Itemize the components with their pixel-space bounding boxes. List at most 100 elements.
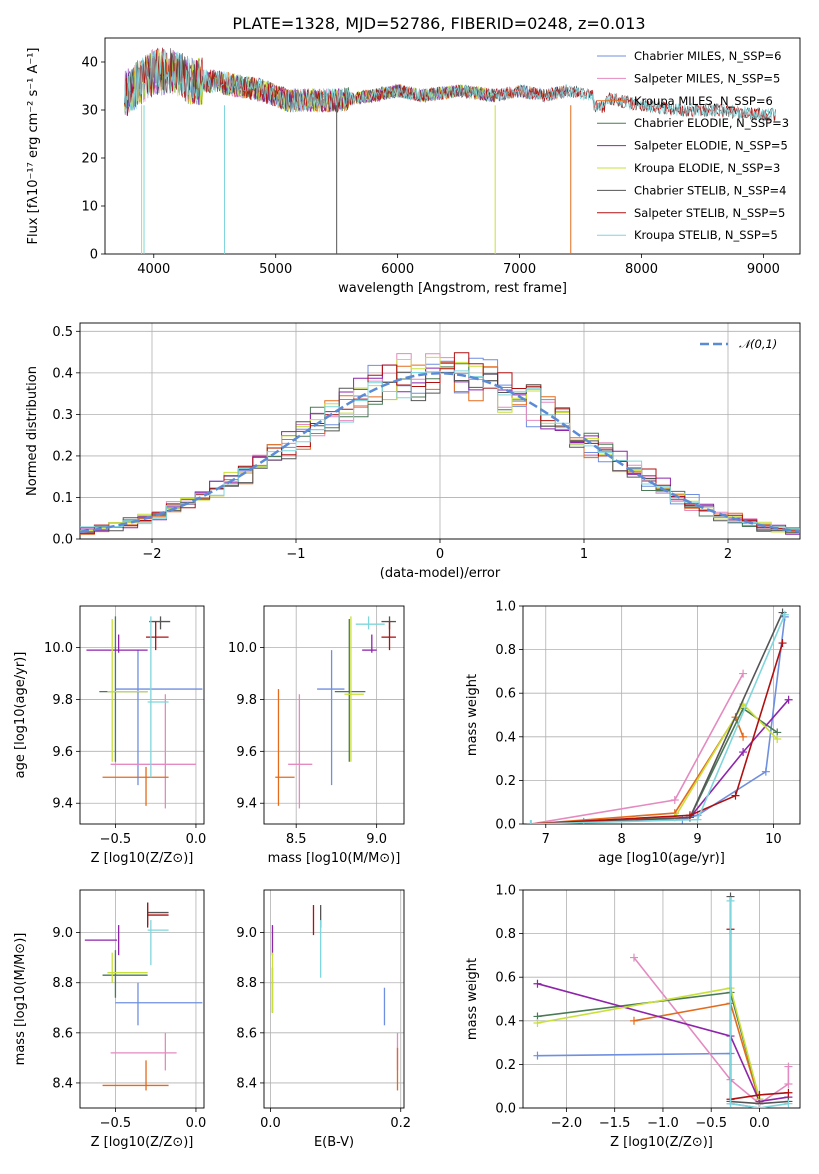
y-tick-label: 8.4 bbox=[236, 1076, 257, 1091]
spectrum-title: PLATE=1328, MJD=52786, FIBERID=0248, z=0… bbox=[232, 14, 645, 33]
ticks: −2.0 −1.5 −1.0 −0.5 0.0 0.0 0.2 0.4 0.6 0.8 1.0 bbox=[495, 884, 769, 1132]
x-tick-label: −0.5 bbox=[695, 1116, 727, 1131]
y-tick-label: 0.6 bbox=[495, 971, 516, 986]
weight-point bbox=[761, 767, 770, 776]
ticks: 0.0 0.2 8.4 8.6 8.8 9.0 bbox=[236, 926, 411, 1131]
x-tick-label: 0.2 bbox=[390, 1116, 411, 1131]
x-tick-label: 8 bbox=[618, 832, 626, 847]
x-tick-label: 8.5 bbox=[286, 832, 307, 847]
weight-line bbox=[537, 982, 789, 1103]
y-tick-label: 0.2 bbox=[495, 1058, 516, 1073]
x-tick-label: 5000 bbox=[259, 262, 292, 277]
y-tick-label: 10 bbox=[81, 200, 98, 215]
y-tick-label: 9.0 bbox=[52, 926, 73, 941]
x-tick-label: −1 bbox=[286, 547, 305, 562]
axes-frame bbox=[79, 322, 801, 540]
axes-frame bbox=[522, 605, 801, 825]
legend-label: Chabrier STELIB, N_SSP=4 bbox=[634, 183, 786, 197]
weight-line bbox=[537, 991, 761, 1100]
grid bbox=[523, 889, 800, 1109]
y-tick-label: 8.8 bbox=[236, 976, 257, 991]
y-tick-label: 9.8 bbox=[52, 693, 73, 708]
axes-frame bbox=[263, 889, 405, 1109]
weight-line bbox=[530, 702, 778, 824]
x-tick-label: 7 bbox=[542, 832, 550, 847]
x-tick-label: 9 bbox=[693, 832, 701, 847]
weight-point bbox=[773, 734, 782, 743]
legend-label: Salpeter ELODIE, N_SSP=5 bbox=[634, 139, 788, 153]
x-tick-label: 0.0 bbox=[260, 1116, 281, 1131]
x-tick-label: −0.5 bbox=[100, 832, 132, 847]
legend-label: Chabrier ELODIE, N_SSP=3 bbox=[634, 116, 789, 130]
spectra bbox=[124, 47, 776, 254]
grid bbox=[80, 890, 204, 1108]
weight-line bbox=[537, 1052, 760, 1108]
y-tick-label: 0.8 bbox=[495, 643, 516, 658]
legend-label: Salpeter MILES, N_SSP=5 bbox=[634, 71, 780, 85]
age-vs-metallicity-panel: −0.5 0.0 9.4 9.6 9.8 10.0 Z [log10(Z/Z⊙)] age [… bbox=[13, 605, 206, 866]
mass-weight-vs-age-panel: 7 8 9 10 0.0 0.2 0.4 0.6 0.8 1.0 age [log10(age/yr… bbox=[465, 600, 801, 866]
x-tick-label: 1 bbox=[580, 547, 588, 562]
y-tick-label: 20 bbox=[81, 152, 98, 167]
weight-point bbox=[533, 1051, 542, 1060]
legend-label: Kroupa STELIB, N_SSP=5 bbox=[634, 228, 778, 242]
y-tick-label: 0.5 bbox=[52, 325, 73, 340]
weight-point bbox=[685, 811, 694, 820]
mass-weight-vs-metallicity-panel: −2.0 −1.5 −1.0 −0.5 0.0 0.0 0.2 0.4 0.6 0.8 1.0 Z [… bbox=[465, 884, 801, 1150]
weight-point bbox=[784, 695, 793, 704]
grid bbox=[264, 606, 404, 824]
weight-point bbox=[533, 1018, 542, 1027]
y-axis-label: age [log10(age/yr)] bbox=[13, 652, 28, 779]
y-axis-label: Normed distribution bbox=[25, 366, 40, 496]
x-tick-label: −2 bbox=[142, 547, 161, 562]
x-axis-label: Z [log10(Z/Z⊙)] bbox=[610, 1135, 713, 1150]
legend-label: Kroupa ELODIE, N_SSP=3 bbox=[634, 161, 780, 175]
y-tick-label: 9.8 bbox=[236, 693, 257, 708]
y-tick-label: 0.0 bbox=[495, 818, 516, 833]
y-tick-label: 9.6 bbox=[236, 745, 257, 760]
ticks: 4000 5000 6000 7000 8000 9000 0 10 20 30 40 bbox=[81, 56, 780, 278]
weight-point bbox=[670, 796, 679, 805]
x-tick-label: −1.5 bbox=[599, 1116, 631, 1131]
y-tick-label: 0.6 bbox=[495, 687, 516, 702]
x-tick-label: 9.0 bbox=[366, 832, 387, 847]
y-tick-label: 9.4 bbox=[52, 797, 73, 812]
x-axis-label: (data-model)/error bbox=[380, 566, 501, 581]
y-tick-label: 1.0 bbox=[495, 884, 516, 899]
y-tick-label: 9.6 bbox=[52, 745, 73, 760]
ticks: −0.5 0.0 8.4 8.6 8.8 9.0 bbox=[52, 926, 206, 1131]
residual-panel: −2 −1 0 1 2 0.0 0.1 0.2 0.3 0.4 0.5 (data-model)/er… bbox=[25, 322, 801, 581]
y-tick-label: 8.6 bbox=[236, 1026, 257, 1041]
x-tick-label: 0.0 bbox=[749, 1116, 770, 1131]
y-tick-label: 0.0 bbox=[52, 533, 73, 548]
x-axis-label: wavelength [Angstrom, rest frame] bbox=[338, 281, 567, 296]
y-tick-label: 0.4 bbox=[495, 730, 516, 745]
y-tick-label: 10.0 bbox=[228, 641, 257, 656]
weight-line bbox=[530, 673, 744, 824]
x-tick-label: 4000 bbox=[137, 262, 170, 277]
weight-point bbox=[731, 791, 740, 800]
x-tick-label: 10 bbox=[765, 832, 782, 847]
weight-point bbox=[526, 820, 535, 824]
y-tick-label: 9.4 bbox=[236, 797, 257, 812]
y-axis-label: mass [log10(M/M⊙)] bbox=[13, 933, 28, 1066]
axes-frame bbox=[79, 889, 205, 1109]
y-tick-label: 0.3 bbox=[52, 408, 73, 423]
y-tick-label: 0.2 bbox=[52, 449, 73, 464]
y-tick-label: 0.8 bbox=[495, 927, 516, 942]
weight-point bbox=[784, 1088, 793, 1097]
legend: Chabrier MILES, N_SSP=6 Salpeter MILES, N… bbox=[597, 49, 789, 242]
y-tick-label: 0.2 bbox=[495, 774, 516, 789]
weight-line bbox=[530, 707, 778, 824]
weight-line bbox=[530, 699, 790, 824]
mass-vs-metallicity-panel: −0.5 0.0 8.4 8.6 8.8 9.0 Z [log10(Z/Z⊙)] mass [… bbox=[13, 889, 206, 1150]
x-axis-label: Z [log10(Z/Z⊙)] bbox=[91, 851, 194, 866]
weight-point bbox=[784, 1099, 793, 1108]
x-axis-label: age [log10(age/yr)] bbox=[598, 851, 725, 866]
spectrum-line bbox=[124, 49, 776, 122]
axes-frame bbox=[79, 605, 205, 825]
y-tick-label: 0.1 bbox=[52, 491, 73, 506]
x-axis-label: mass [log10(M/M⊙)] bbox=[268, 851, 401, 866]
axes-frame bbox=[104, 37, 801, 255]
x-tick-label: 2 bbox=[724, 547, 732, 562]
